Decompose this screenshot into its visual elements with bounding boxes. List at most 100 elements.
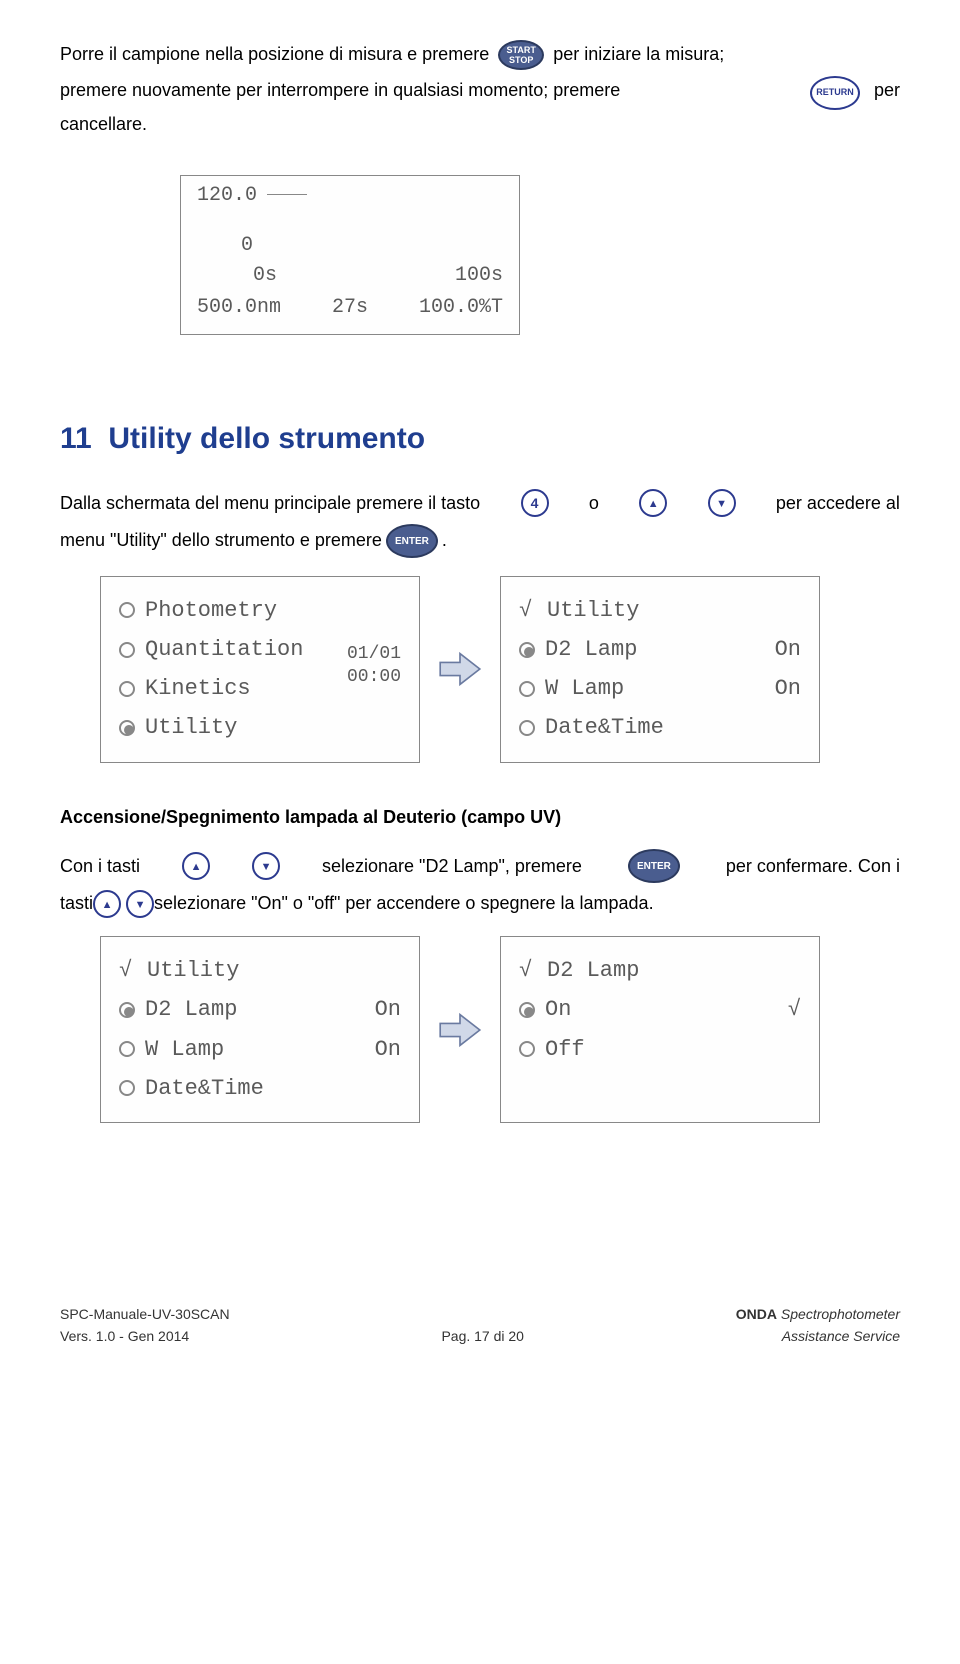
lcd1-nm: 500.0nm [197, 292, 281, 324]
menu-row-2: √Utility D2 LampOn W LampOn Date&Time √D… [100, 936, 900, 1123]
check-icon: √ [119, 953, 137, 988]
menu1-i3: Kinetics [145, 671, 347, 706]
key-4-label: 4 [531, 495, 539, 511]
lcd1-sec: 27s [332, 292, 368, 324]
lcd1-xe: 100s [455, 260, 503, 292]
menu2-i1: D2 Lamp [545, 632, 765, 667]
lcd-main-menu: 01/01 00:00 Photometry Quantitation Kine… [100, 576, 420, 763]
start-label: START [507, 45, 536, 55]
menu3-i3: Date&Time [145, 1071, 401, 1106]
radio-open-icon [119, 602, 135, 618]
radio-filled-icon [519, 1002, 535, 1018]
desc-a2: o [589, 489, 599, 518]
section-heading: 11 Utility dello strumento [60, 415, 900, 463]
menu4-i1: On [545, 992, 778, 1027]
lcd1-ytop: 120.0 [197, 180, 257, 212]
menu3-title: Utility [147, 953, 401, 988]
intro-line2-row: premere nuovamente per interrompere in q… [60, 76, 900, 110]
key-up-icon [639, 489, 667, 517]
lcd1-tick [267, 194, 307, 195]
radio-open-icon [519, 681, 535, 697]
desc-a1: Dalla schermata del menu principale prem… [60, 489, 480, 518]
footer-left: SPC-Manuale-UV-30SCAN Vers. 1.0 - Gen 20… [60, 1303, 230, 1348]
footer-r1b: Spectrophotometer [777, 1306, 900, 1322]
key-down-icon [252, 852, 280, 880]
radio-filled-icon [119, 1002, 135, 1018]
menu1-i2: Quantitation [145, 632, 347, 667]
sub1-t2: selezionare "D2 Lamp", premere [322, 852, 582, 881]
footer-c: Pag. 17 di 20 [441, 1325, 524, 1347]
enter-label-2: ENTER [637, 861, 671, 872]
enter-button-icon: ENTER [386, 524, 438, 558]
sub1-t1: Con i tasti [60, 852, 140, 881]
radio-open-icon [119, 1041, 135, 1057]
intro-text-2a: premere nuovamente per interrompere in q… [60, 80, 620, 100]
key-up-icon [93, 890, 121, 918]
sub1-t5: selezionare "On" o "off" per accendere o… [154, 889, 654, 918]
menu2-title: Utility [547, 593, 801, 628]
menu1-time: 00:00 [347, 666, 401, 689]
intro-text-3: cancellare. [60, 110, 900, 139]
sub1-t4: tasti [60, 889, 93, 918]
menu3-v1: On [375, 992, 401, 1027]
footer-l1: SPC-Manuale-UV-30SCAN [60, 1303, 230, 1325]
page-footer: SPC-Manuale-UV-30SCAN Vers. 1.0 - Gen 20… [60, 1303, 900, 1348]
menu1-date: 01/01 [347, 643, 401, 666]
menu3-i2: W Lamp [145, 1032, 365, 1067]
radio-open-icon [119, 1080, 135, 1096]
lcd-utility-menu: √Utility D2 LampOn W LampOn Date&Time [500, 576, 820, 763]
menu4-sel: √ [788, 992, 801, 1027]
radio-filled-icon [519, 642, 535, 658]
menu-row-1: 01/01 00:00 Photometry Quantitation Kine… [100, 576, 900, 763]
lcd-d2lamp-menu: √D2 Lamp On√ Off [500, 936, 820, 1123]
sub1-line1: Con i tasti selezionare "D2 Lamp", preme… [60, 849, 900, 883]
radio-filled-icon [119, 720, 135, 736]
footer-r1a: ONDA [736, 1306, 777, 1322]
check-icon: √ [519, 593, 537, 628]
subsection-heading: Accensione/Spegnimento lampada al Deuter… [60, 803, 900, 832]
lcd-graph-display: 120.0 0 0s 100s 500.0nm 27s 100.0%T [180, 175, 520, 335]
menu2-v2: On [775, 671, 801, 706]
start-stop-button-icon: START STOP [498, 40, 544, 70]
intro-paragraph: Porre il campione nella posizione di mis… [60, 40, 900, 70]
menu2-i3: Date&Time [545, 710, 801, 745]
desc-b2: . [442, 526, 447, 555]
radio-open-icon [119, 681, 135, 697]
check-icon: √ [519, 953, 537, 988]
arrow-right-icon [438, 647, 482, 691]
footer-l2: Vers. 1.0 - Gen 2014 [60, 1325, 230, 1347]
desc-a3: per accedere al [776, 489, 900, 518]
desc-line-b: menu "Utility" dello strumento e premere… [60, 524, 900, 558]
desc-line-a: Dalla schermata del menu principale prem… [60, 489, 900, 518]
sub1-t3: per confermare. Con i [726, 852, 900, 881]
menu1-i4: Utility [145, 710, 401, 745]
menu4-i2: Off [545, 1032, 801, 1067]
arrow-right-icon [438, 1008, 482, 1052]
footer-r2: Assistance Service [736, 1325, 900, 1347]
key-down-icon [126, 890, 154, 918]
stop-label: STOP [509, 55, 533, 65]
menu2-v1: On [775, 632, 801, 667]
menu1-i1: Photometry [145, 593, 347, 628]
enter-button-icon: ENTER [628, 849, 680, 883]
return-label: RETURN [816, 87, 854, 97]
radio-open-icon [119, 642, 135, 658]
sub1-line2: tasti selezionare "On" o "off" per accen… [60, 889, 900, 918]
radio-open-icon [519, 1041, 535, 1057]
menu3-v2: On [375, 1032, 401, 1067]
menu4-title: D2 Lamp [547, 953, 801, 988]
lcd1-ybot: 0 [241, 230, 253, 262]
intro-text-2b: per [864, 76, 900, 105]
enter-label: ENTER [395, 536, 429, 547]
footer-center: Pag. 17 di 20 [441, 1303, 524, 1348]
section-title: Utility dello strumento [108, 422, 425, 455]
section-num: 11 [60, 422, 92, 455]
desc-b1: menu "Utility" dello strumento e premere [60, 526, 382, 555]
key-up-icon [182, 852, 210, 880]
footer-right: ONDA Spectrophotometer Assistance Servic… [736, 1303, 900, 1348]
lcd-utility-menu-2: √ Utility D2 Lamp On W Lamp On Date&Time [100, 936, 420, 1123]
lcd1-xs: 0s [253, 260, 277, 292]
intro-text-1b: per iniziare la misura; [553, 44, 724, 64]
return-button-icon: RETURN [810, 76, 860, 110]
menu3-i1: D2 Lamp [145, 992, 365, 1027]
